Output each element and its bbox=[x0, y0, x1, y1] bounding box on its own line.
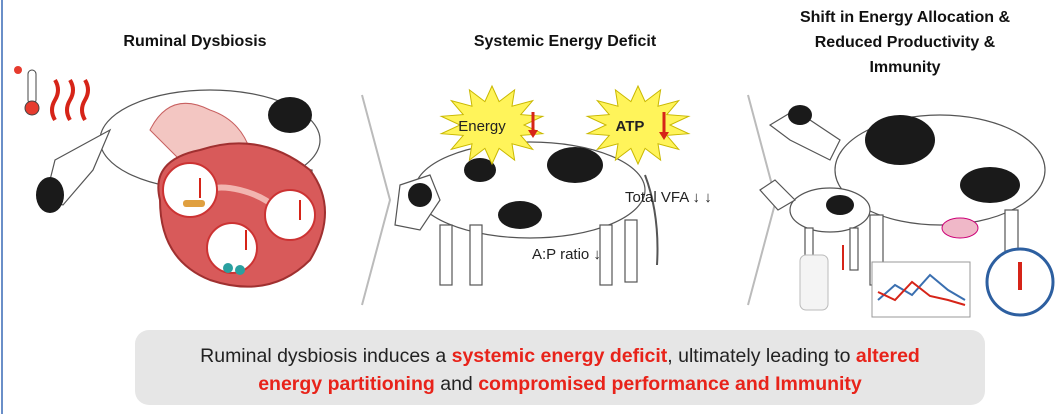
allocation-illustration bbox=[759, 105, 1055, 318]
caption-text: , ultimately leading to bbox=[667, 345, 856, 367]
panel-title: Immunity bbox=[869, 59, 940, 76]
panel-title: Systemic Energy Deficit bbox=[474, 33, 657, 50]
caption-line: energy partitioning and compromised perf… bbox=[258, 373, 862, 395]
caption-emphasis: energy partitioning bbox=[258, 373, 435, 395]
caption-line: Ruminal dysbiosis induces a systemic ene… bbox=[200, 345, 920, 367]
chevron bbox=[361, 94, 392, 306]
starburst bbox=[439, 84, 545, 166]
down-arrow-head bbox=[528, 130, 538, 138]
panel-label: A:P ratio ↓ bbox=[532, 246, 601, 263]
panel-label: ATP bbox=[616, 118, 645, 135]
dysbiosis-illustration bbox=[14, 66, 326, 288]
caption-emphasis: compromised performance and Immunity bbox=[478, 373, 862, 395]
panel-title: Ruminal Dysbiosis bbox=[123, 33, 266, 50]
panel-label: Energy bbox=[458, 118, 506, 135]
panel-label: Total VFA ↓ ↓ bbox=[625, 189, 712, 206]
caption-emphasis: altered bbox=[856, 345, 920, 367]
caption-emphasis: systemic energy deficit bbox=[452, 345, 668, 367]
panel-title: Reduced Productivity & bbox=[815, 34, 996, 51]
down-arrow-head bbox=[659, 132, 669, 140]
caption-box bbox=[135, 330, 985, 405]
starburst bbox=[585, 84, 691, 166]
panel-title: Shift in Energy Allocation & bbox=[800, 9, 1011, 26]
caption-text: and bbox=[435, 373, 478, 395]
caption-text: Ruminal dysbiosis induces a bbox=[200, 345, 451, 367]
deficit-cow bbox=[394, 141, 659, 286]
starbursts bbox=[439, 84, 691, 166]
